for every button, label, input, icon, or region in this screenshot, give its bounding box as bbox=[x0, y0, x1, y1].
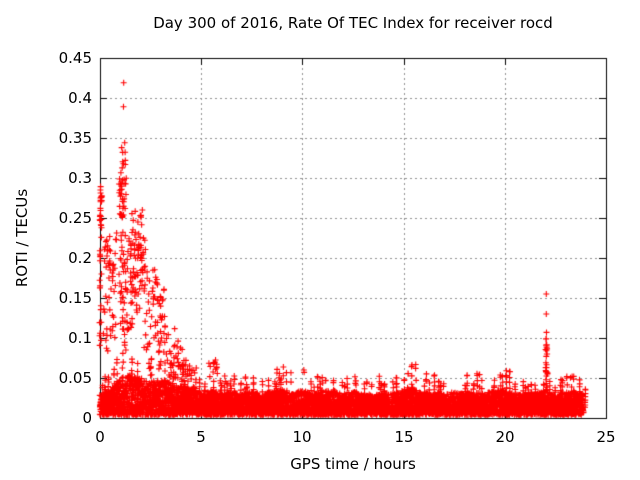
chart-title: Day 300 of 2016, Rate Of TEC Index for r… bbox=[153, 14, 553, 32]
x-tick-label-1: 5 bbox=[196, 428, 206, 446]
x-tick-label-4: 20 bbox=[495, 428, 515, 446]
x-tick-label-5: 25 bbox=[596, 428, 616, 446]
y-tick-label-5: 0.25 bbox=[58, 209, 92, 227]
y-tick-label-1: 0.05 bbox=[58, 369, 92, 387]
y-tick-label-8: 0.4 bbox=[68, 89, 92, 107]
y-tick-label-0: 0 bbox=[82, 409, 92, 427]
x-tick-label-0: 0 bbox=[95, 428, 105, 446]
y-tick-label-9: 0.45 bbox=[58, 49, 92, 67]
y-tick-label-3: 0.15 bbox=[58, 289, 92, 307]
x-tick-label-3: 15 bbox=[394, 428, 414, 446]
y-tick-label-2: 0.1 bbox=[68, 329, 92, 347]
y-tick-label-7: 0.35 bbox=[58, 129, 92, 147]
y-tick-label-6: 0.3 bbox=[68, 169, 92, 187]
x-tick-label-2: 10 bbox=[292, 428, 312, 446]
y-tick-label-4: 0.2 bbox=[68, 249, 92, 267]
y-axis-label: ROTI / TECUs bbox=[13, 188, 31, 288]
x-axis-label: GPS time / hours bbox=[290, 455, 416, 473]
